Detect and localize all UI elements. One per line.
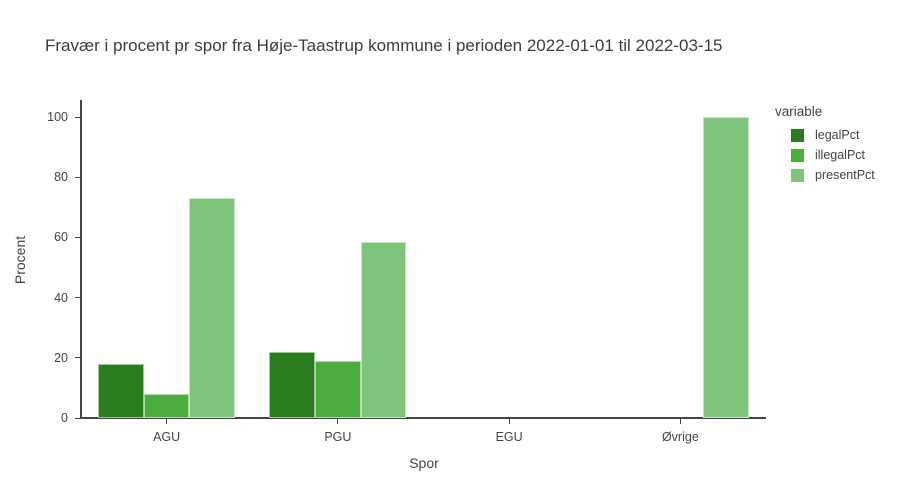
x-axis-title: Spor bbox=[409, 455, 439, 471]
legend-label: legalPct bbox=[815, 128, 860, 142]
legend-title: variable bbox=[775, 104, 823, 119]
bar-Øvrige-presentPct[interactable] bbox=[703, 117, 749, 418]
bar-PGU-legalPct[interactable] bbox=[269, 351, 315, 418]
y-tick-label: 80 bbox=[54, 170, 68, 185]
y-tick-label: 40 bbox=[54, 290, 68, 305]
x-tick-mark bbox=[679, 419, 681, 424]
y-tick-mark bbox=[75, 176, 80, 178]
x-tick-mark bbox=[508, 419, 510, 424]
y-tick-label: 0 bbox=[61, 411, 68, 425]
bar-PGU-presentPct[interactable] bbox=[360, 241, 407, 418]
legend-item-legalPct[interactable]: legalPct bbox=[775, 125, 875, 145]
y-tick-label: 60 bbox=[54, 230, 68, 245]
bar-PGU-illegalPct[interactable] bbox=[315, 360, 361, 418]
legend-label: illegalPct bbox=[815, 148, 866, 162]
x-tick-label-Øvrige: Øvrige bbox=[661, 430, 699, 444]
y-tick-mark bbox=[75, 297, 80, 299]
legend-item-illegalPct[interactable]: illegalPct bbox=[775, 145, 875, 165]
bar-AGU-presentPct[interactable] bbox=[189, 198, 236, 418]
legend-swatch-presentPct bbox=[791, 168, 804, 182]
x-tick-label-PGU: PGU bbox=[324, 430, 352, 444]
legend-swatch-legalPct bbox=[791, 128, 804, 142]
x-tick-mark bbox=[166, 419, 168, 424]
x-tick-label-EGU: EGU bbox=[495, 430, 523, 444]
legend-label: presentPct bbox=[815, 168, 875, 182]
chart-title: Fravær i procent pr spor fra Høje-Taastr… bbox=[45, 36, 723, 55]
y-tick-label: 20 bbox=[54, 350, 68, 365]
y-tick-mark bbox=[75, 116, 80, 118]
x-axis-line bbox=[80, 417, 766, 419]
x-tick-mark bbox=[337, 419, 339, 424]
x-tick-label-AGU: AGU bbox=[153, 430, 181, 444]
legend: variable legalPct illegalPct presentPct bbox=[775, 104, 875, 185]
y-axis-line bbox=[80, 100, 82, 418]
legend-swatch-illegalPct bbox=[791, 148, 804, 162]
bar-AGU-illegalPct[interactable] bbox=[143, 393, 190, 418]
y-tick-mark bbox=[75, 236, 80, 238]
bar-AGU-legalPct[interactable] bbox=[98, 363, 144, 418]
y-tick-label: 100 bbox=[47, 110, 68, 124]
y-tick-mark bbox=[75, 357, 80, 359]
y-tick-mark bbox=[75, 417, 80, 419]
legend-item-presentPct[interactable]: presentPct bbox=[775, 165, 875, 185]
y-axis-title: Procent bbox=[12, 235, 28, 285]
